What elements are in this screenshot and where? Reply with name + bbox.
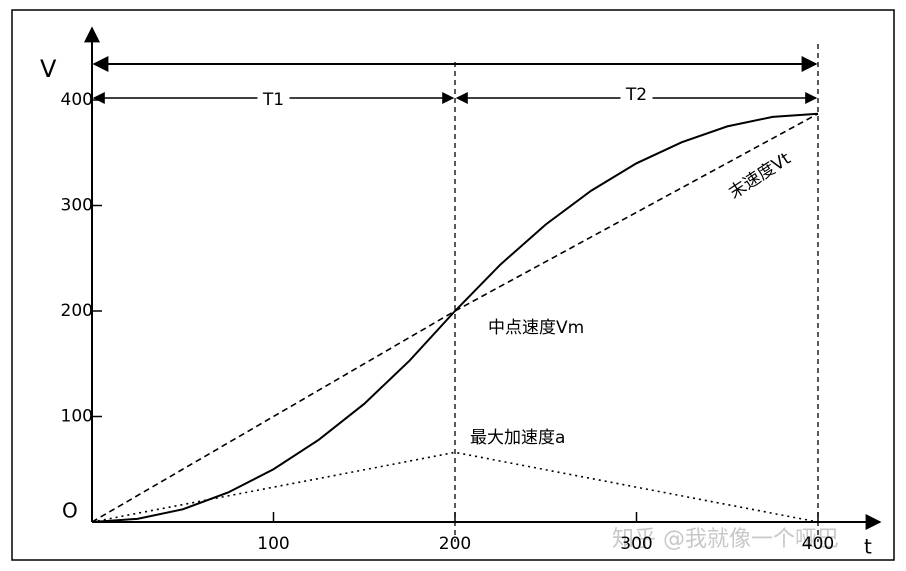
series-line (91, 113, 819, 523)
max-accel-label: 最大加速度a (470, 428, 565, 448)
t2-label: T2 (625, 85, 647, 105)
y-tick-label: 200 (61, 301, 93, 321)
label-bg (257, 88, 290, 108)
y-tick-label: 100 (61, 407, 93, 427)
x-tick-label: 400 (802, 534, 834, 554)
y-tick-label: 300 (61, 196, 93, 216)
y-axis-label: V (40, 55, 57, 83)
final-speed-label: 末速度Vt (725, 149, 794, 204)
frame (11, 9, 895, 561)
series-line (91, 112, 819, 523)
x-axis-label: t (864, 535, 872, 559)
x-tick-label: 300 (620, 534, 652, 554)
x-tick-label: 100 (257, 534, 289, 554)
x-tick-label: 200 (439, 534, 471, 554)
origin-label: O (62, 499, 78, 523)
watermark: 知乎 @我就像一个哑巴 (612, 527, 839, 552)
mid-speed-label: 中点速度Vm (488, 318, 584, 338)
label-bg (620, 84, 653, 104)
y-tick-label: 400 (61, 90, 93, 110)
t1-label: T1 (262, 90, 284, 110)
